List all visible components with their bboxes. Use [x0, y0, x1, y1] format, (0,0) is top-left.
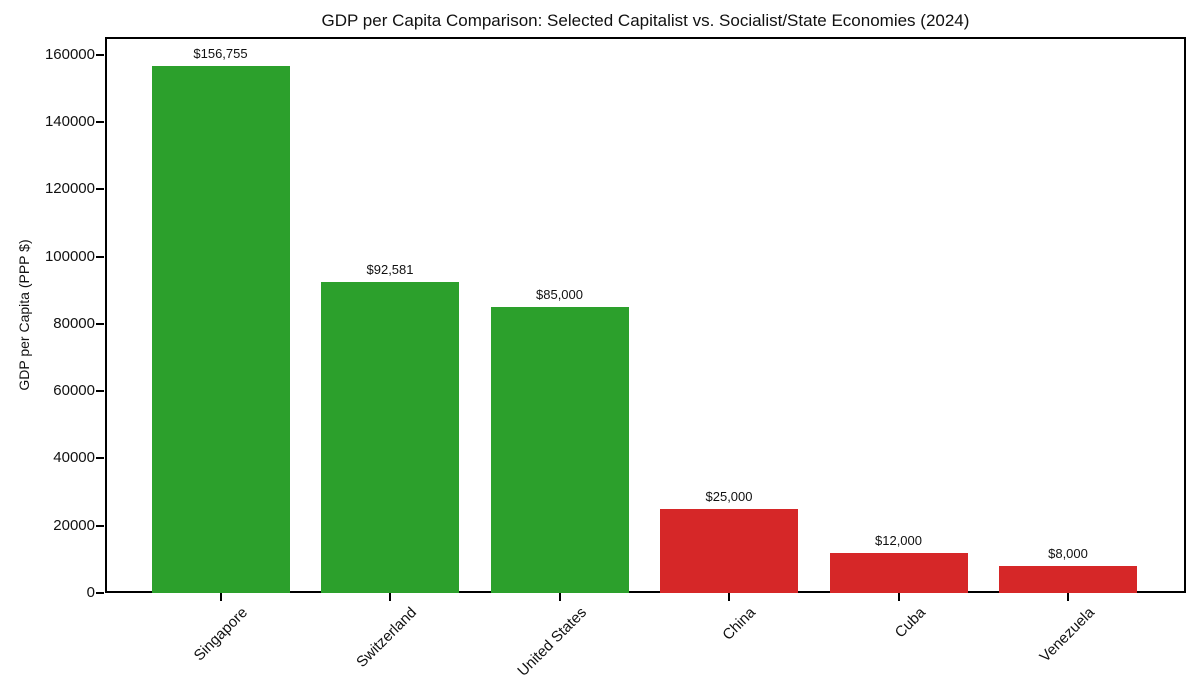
y-tick-label: 0	[86, 584, 95, 601]
bar-value-label: $12,000	[875, 533, 922, 548]
bar-singapore	[151, 66, 290, 593]
y-tick-label: 140000	[44, 113, 95, 131]
y-tick-mark	[96, 322, 104, 325]
bar-value-label: $8,000	[1048, 546, 1088, 561]
x-tick-mark	[728, 593, 730, 601]
x-tick-label-china: China	[719, 604, 760, 644]
bar-value-label: $25,000	[705, 489, 753, 504]
y-tick-label: 120000	[44, 180, 95, 198]
y-tick-mark	[96, 121, 104, 124]
bar-value-label: $92,581	[366, 262, 414, 277]
bar-united-states	[490, 307, 629, 593]
y-tick-label: 80000	[53, 314, 95, 332]
x-tick-mark	[219, 593, 222, 601]
y-tick-label: 20000	[53, 516, 95, 534]
x-tick-mark	[897, 593, 900, 601]
x-tick-label-singapore: Singapore	[190, 604, 251, 665]
x-tick-mark	[558, 593, 561, 601]
y-tick-mark	[96, 592, 104, 594]
y-tick-label: 100000	[44, 247, 95, 265]
bar-value-label: $85,000	[536, 287, 583, 302]
bar-china	[660, 509, 798, 593]
x-tick-label-united-states: United States	[513, 604, 590, 680]
chart-title: GDP per Capita Comparison: Selected Capi…	[321, 11, 970, 30]
bar-switzerland	[321, 282, 459, 593]
x-tick-mark	[1067, 593, 1069, 601]
y-tick-label: 60000	[53, 382, 95, 400]
bar-value-label: $156,755	[193, 46, 248, 61]
plot-area: 0 20000 40000 60000 80000 100000 120000 140000 1…	[45, 37, 1186, 680]
x-tick-mark	[389, 593, 391, 601]
x-tick-label-switzerland: Switzerland	[353, 604, 421, 671]
x-tick-label-venezuela: Venezuela	[1036, 604, 1099, 666]
y-tick-mark	[96, 524, 104, 527]
bar-cuba	[829, 553, 968, 593]
bar-venezuela	[999, 566, 1137, 593]
y-tick-mark	[96, 188, 104, 191]
y-tick-mark	[96, 53, 104, 56]
y-tick-mark	[96, 255, 104, 258]
x-tick-label-cuba: Cuba	[891, 604, 929, 642]
y-tick-label: 40000	[53, 449, 95, 467]
y-tick-mark	[96, 390, 104, 393]
y-tick-label: 160000	[44, 45, 95, 63]
y-tick-mark	[96, 457, 104, 460]
